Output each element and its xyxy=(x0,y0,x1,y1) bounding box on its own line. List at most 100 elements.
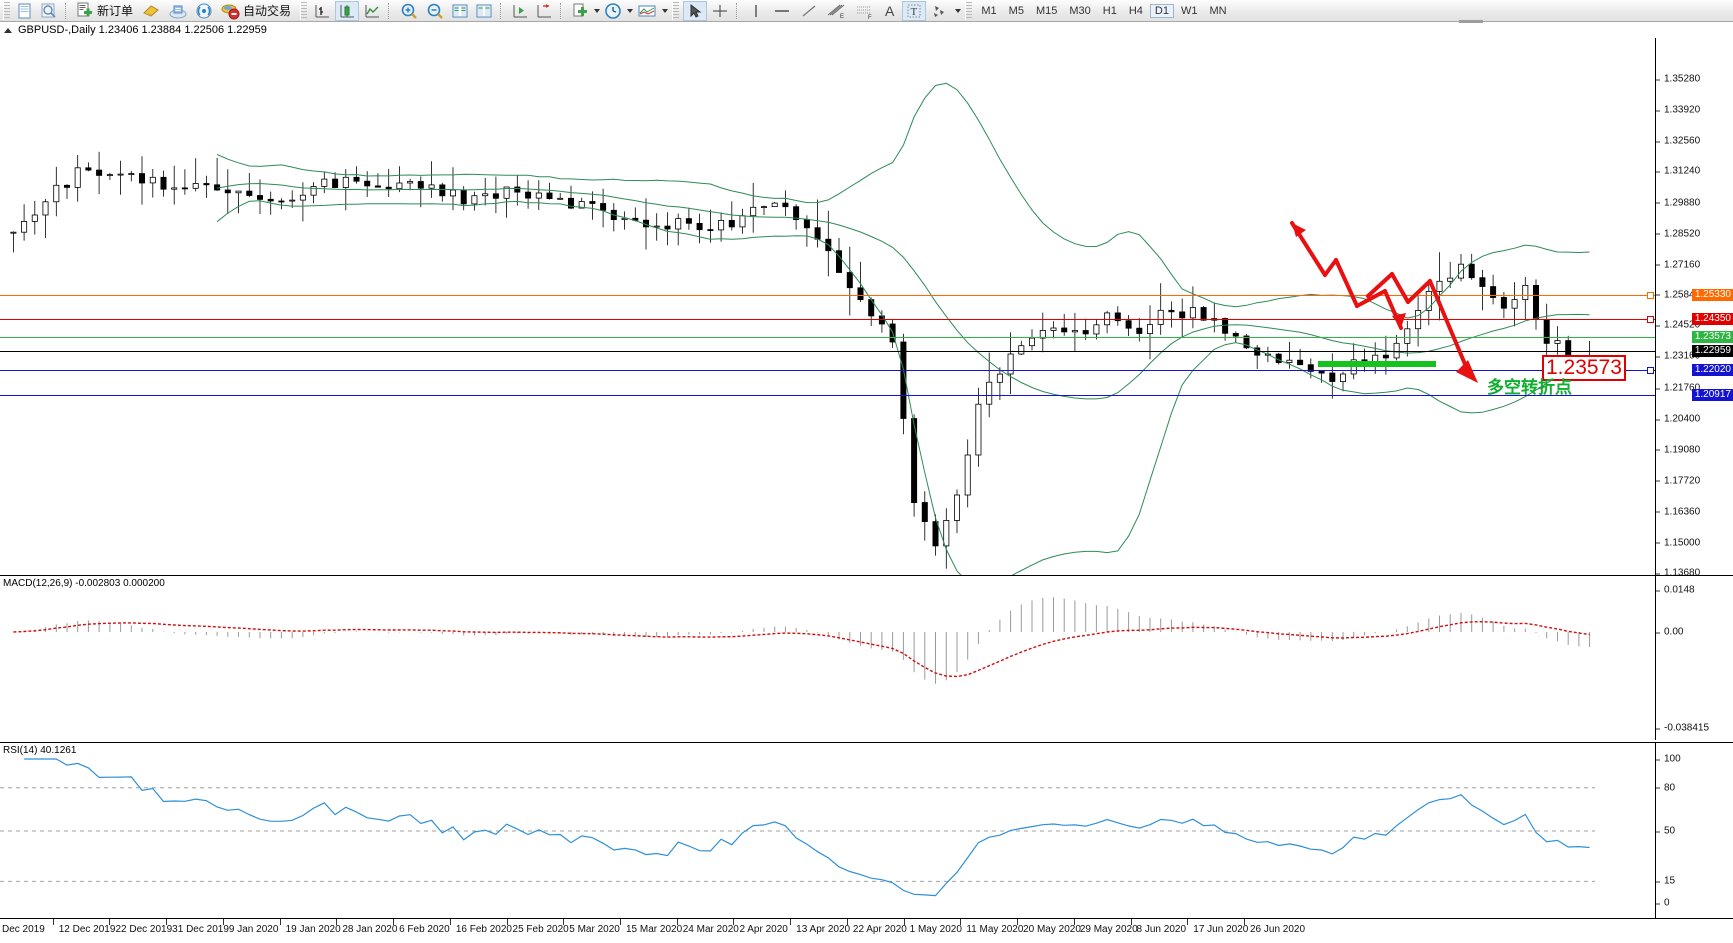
price-tick: 1.29880 xyxy=(1656,197,1700,208)
line-chart-icon[interactable] xyxy=(361,1,383,21)
metaeditor-icon[interactable] xyxy=(140,1,164,21)
toolbar-grip-2[interactable] xyxy=(300,1,308,20)
new-order-button[interactable]: 新订单 xyxy=(74,1,138,21)
date-tick-mark xyxy=(222,919,224,925)
price-level-tag[interactable]: 1.20917 xyxy=(1691,389,1733,401)
macd-axis[interactable]: 0.0148 0.00 -0.038415 xyxy=(1655,576,1733,740)
date-tick-mark xyxy=(620,919,621,925)
price-tick: 1.31240 xyxy=(1656,166,1700,177)
price-level-line[interactable] xyxy=(0,337,1655,338)
date-tick-mark xyxy=(1073,919,1075,925)
toolbar-separator-3 xyxy=(500,2,504,19)
toolbar-grip-4[interactable] xyxy=(965,1,973,20)
macd-svg xyxy=(13,597,1591,684)
price-level-line[interactable] xyxy=(0,319,1655,320)
price-level-line[interactable] xyxy=(0,351,1655,352)
price-level-handle[interactable] xyxy=(1647,367,1654,374)
price-level-handle[interactable] xyxy=(1647,292,1654,299)
cursor-icon[interactable] xyxy=(683,0,708,21)
indicators-dropdown-arrow[interactable] xyxy=(660,2,669,20)
price-level-tag[interactable]: 1.24350 xyxy=(1691,313,1733,325)
price-level-tag[interactable]: 1.23573 xyxy=(1691,331,1733,343)
periods-dropdown-arrow[interactable] xyxy=(625,2,634,20)
svg-text:F: F xyxy=(868,15,872,20)
data-window-icon[interactable] xyxy=(449,1,471,21)
macd-pane[interactable]: MACD(12,26,9) -0.002803 0.000200 0.0148 0… xyxy=(0,575,1733,740)
auto-scroll-icon[interactable] xyxy=(509,1,531,21)
date-tick-label: 5 Mar 2020 xyxy=(569,924,620,935)
candlestick-chart-icon[interactable] xyxy=(335,0,360,21)
indicators-icon[interactable] xyxy=(635,1,659,21)
rsi-pane[interactable]: RSI(14) 40.1261 100 80 50 15 0 xyxy=(0,742,1733,918)
date-tick-label: 20 May 2020 xyxy=(1023,924,1081,935)
navigator-icon[interactable] xyxy=(473,1,495,21)
equidistant-icon[interactable]: F xyxy=(851,1,877,21)
fibo-icon[interactable]: E xyxy=(823,1,849,21)
collapse-triangle-icon[interactable] xyxy=(4,27,12,33)
open-offline-icon[interactable] xyxy=(38,1,60,21)
templates-dropdown-arrow[interactable] xyxy=(592,2,601,20)
date-axis[interactable]: Dec 2019 12 Dec 2019 22 Dec 2019 31 Dec 201… xyxy=(0,918,1733,943)
date-tick-label: 29 May 2020 xyxy=(1079,924,1138,935)
shapes-dropdown-arrow[interactable] xyxy=(953,2,962,20)
price-axis[interactable]: 1.35280 1.33920 1.32560 1.31240 1.29880 1.285… xyxy=(1655,38,1733,579)
date-tick-mark xyxy=(733,919,735,925)
rsi-axis[interactable]: 100 80 50 15 0 xyxy=(1655,743,1733,918)
rsi-plot-area[interactable] xyxy=(0,743,1733,918)
expert-advisors-icon[interactable] xyxy=(166,1,190,21)
price-level-line[interactable] xyxy=(0,295,1655,296)
timeframe-mn[interactable]: MN xyxy=(1209,4,1227,17)
chart-shift-icon[interactable] xyxy=(533,1,555,21)
price-level-tag[interactable]: 1.22959 xyxy=(1691,345,1733,357)
timeframe-m5[interactable]: M5 xyxy=(1008,4,1024,17)
toolbar-grip[interactable] xyxy=(3,1,10,20)
templates-icon[interactable] xyxy=(569,1,591,21)
date-tick-mark xyxy=(903,919,905,925)
price-tick: 1.27160 xyxy=(1656,259,1700,270)
crosshair-icon[interactable] xyxy=(709,1,731,21)
trendline-icon[interactable] xyxy=(797,1,821,21)
toolbar-grip-3[interactable] xyxy=(672,1,680,20)
date-tick-label: 12 Dec 2019 xyxy=(58,924,116,935)
autotrading-label: 自动交易 xyxy=(243,4,292,18)
price-level-line[interactable] xyxy=(0,395,1655,396)
symbol-ohlc-label: GBPUSD-,Daily 1.23406 1.23884 1.22506 1.… xyxy=(18,24,267,36)
timeframe-m1[interactable]: M1 xyxy=(981,4,997,17)
price-plot-area[interactable] xyxy=(0,38,1733,575)
zoom-out-icon[interactable] xyxy=(423,1,447,21)
date-tick-mark xyxy=(960,919,962,925)
hline-icon[interactable] xyxy=(769,1,795,21)
price-tick: 1.15000 xyxy=(1656,537,1700,548)
price-level-tag[interactable]: 1.22020 xyxy=(1691,364,1733,376)
rsi-tick: 0 xyxy=(1656,898,1670,909)
timeframe-w1[interactable]: W1 xyxy=(1180,4,1198,17)
price-candles-svg xyxy=(10,82,1593,575)
date-tick-mark xyxy=(506,919,508,925)
bar-chart-icon[interactable] xyxy=(311,1,333,21)
svg-text:E: E xyxy=(840,14,844,20)
date-tick-mark xyxy=(279,919,281,925)
new-chart-icon[interactable] xyxy=(14,1,36,21)
horizontal-scroll-thumb[interactable] xyxy=(1459,20,1483,23)
timeframe-d1[interactable]: D1 xyxy=(1149,3,1174,18)
text-icon[interactable]: A xyxy=(885,2,895,19)
periods-icon[interactable] xyxy=(602,1,624,21)
signals-icon[interactable] xyxy=(192,1,216,21)
text-label-icon[interactable]: T xyxy=(902,0,927,21)
timeframe-h1[interactable]: H1 xyxy=(1102,4,1117,17)
vline-icon[interactable] xyxy=(745,1,767,21)
autotrading-button[interactable]: 自动交易 xyxy=(218,1,296,21)
macd-tick: -0.038415 xyxy=(1656,723,1709,734)
timeframe-m15[interactable]: M15 xyxy=(1035,4,1058,17)
price-chart-pane[interactable]: 1.35280 1.33920 1.32560 1.31240 1.29880 1.285… xyxy=(0,38,1733,579)
toolbar-separator-5 xyxy=(736,2,740,19)
timeframe-h4[interactable]: H4 xyxy=(1128,4,1143,17)
shapes-icon[interactable] xyxy=(928,1,952,21)
price-level-tag[interactable]: 1.25330 xyxy=(1691,289,1733,301)
timeframe-m30[interactable]: M30 xyxy=(1069,4,1091,17)
macd-plot-area[interactable] xyxy=(0,576,1733,740)
chart-symbol-bar: GBPUSD-,Daily 1.23406 1.23884 1.22506 1.… xyxy=(0,22,1733,38)
zoom-in-icon[interactable] xyxy=(397,1,421,21)
price-level-handle[interactable] xyxy=(1647,316,1654,323)
price-level-line[interactable] xyxy=(0,370,1655,371)
